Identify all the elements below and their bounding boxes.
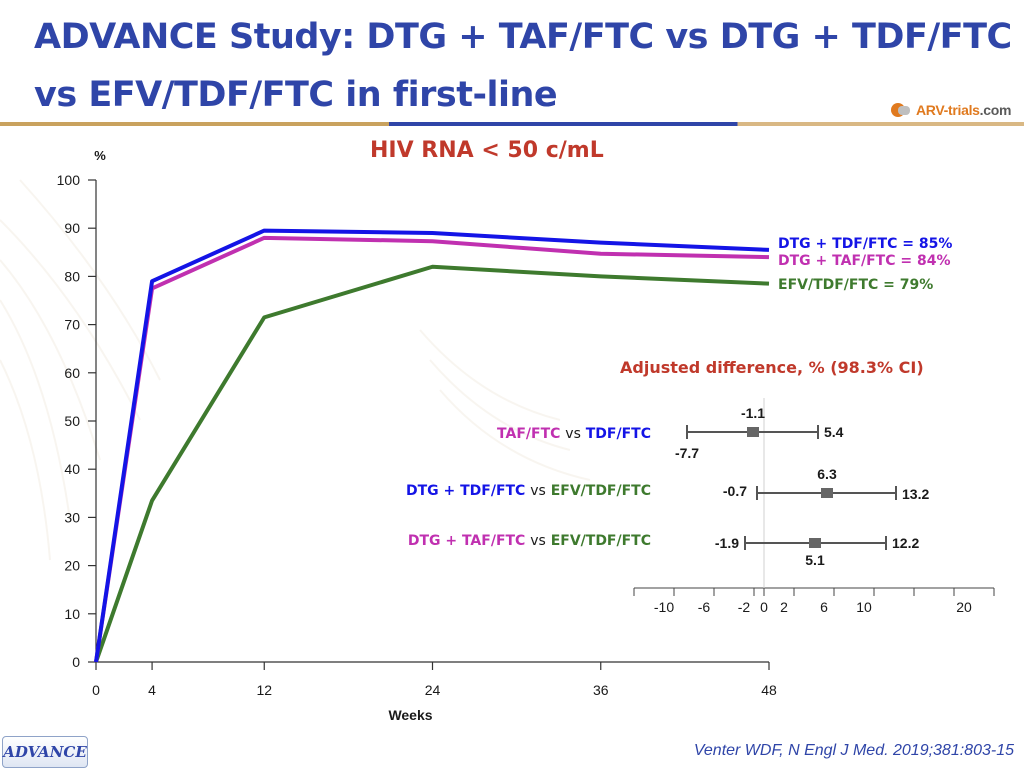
- study-tag: ADVANCE: [2, 736, 88, 768]
- estimate-label: 5.1: [805, 552, 825, 568]
- y-tick-label: 90: [64, 220, 80, 236]
- estimate-label: -1.1: [741, 405, 765, 421]
- end-label-dtg-tdf: DTG + TDF/FTC = 85%: [778, 236, 953, 252]
- forest-tick-label: -2: [738, 599, 751, 615]
- lower-ci-label: -1.9: [715, 535, 739, 551]
- title-line-1: ADVANCE Study: DTG + TAF/FTC vs DTG + TD…: [34, 17, 1012, 57]
- logo-suffix: .com: [979, 102, 1012, 118]
- x-tick-label: 24: [425, 682, 441, 698]
- comparison-3-vs: vs: [530, 533, 546, 549]
- forest-tick-label: 2: [780, 599, 788, 615]
- header-divider: [0, 122, 1024, 126]
- estimate-label: 6.3: [817, 466, 837, 482]
- logo-text: ARV-trials.com: [916, 102, 1011, 118]
- x-axis-label: Weeks: [388, 707, 432, 723]
- comparison-2-a: DTG + TDF/FTC: [405, 483, 526, 499]
- comparison-2-b: EFV/TDF/FTC: [550, 483, 651, 499]
- chart-title: HIV RNA < 50 c/mL: [370, 138, 604, 163]
- comparison-label-3: DTG + TAF/FTC vs EFV/TDF/FTC: [408, 533, 651, 549]
- upper-ci-label: 5.4: [824, 424, 844, 440]
- forest-tick-label: -6: [698, 599, 711, 615]
- lower-ci-label: -7.7: [675, 445, 699, 461]
- forest-tick-label: 6: [820, 599, 828, 615]
- y-axis-label: %: [94, 148, 106, 163]
- forest-tick-label: 20: [956, 599, 972, 615]
- series-line-dtg-tdf-ftc: [94, 228, 770, 663]
- point-estimate: [747, 427, 759, 437]
- series-line-efv-tdf-ftc: [94, 264, 770, 663]
- end-label-efv: EFV/TDF/FTC = 79%: [778, 277, 934, 293]
- y-tick-label: 0: [72, 654, 80, 670]
- arv-trials-logo: ARV-trials.com: [890, 98, 1020, 124]
- y-tick-label: 40: [64, 461, 80, 477]
- y-tick-label: 100: [57, 172, 81, 188]
- lower-ci-label: -0.7: [723, 483, 747, 499]
- comparison-label-1: TAF/FTC vs TDF/FTC: [497, 426, 651, 442]
- y-tick-label: 30: [64, 509, 80, 525]
- comparison-3-b: EFV/TDF/FTC: [550, 533, 651, 549]
- x-tick-label: 36: [593, 682, 609, 698]
- capsule-icon: [891, 103, 910, 117]
- forest-title: Adjusted difference, % (98.3% CI): [620, 358, 924, 377]
- title-line-2: vs EFV/TDF/FTC in first-line: [34, 75, 558, 115]
- y-tick-label: 50: [64, 413, 80, 429]
- y-tick-label: 20: [64, 558, 80, 574]
- comparison-3-a: DTG + TAF/FTC: [407, 533, 526, 549]
- comparison-1-b: TDF/FTC: [585, 426, 651, 442]
- x-tick-label: 48: [761, 682, 777, 698]
- end-label-dtg-taf: DTG + TAF/FTC = 84%: [778, 253, 951, 269]
- comparison-2-vs: vs: [530, 483, 546, 499]
- y-tick-label: 60: [64, 365, 80, 381]
- comparison-label-2: DTG + TDF/FTC vs EFV/TDF/FTC: [406, 483, 651, 499]
- y-tick-label: 10: [64, 606, 80, 622]
- x-tick-label: 0: [92, 682, 100, 698]
- y-tick-label: 70: [64, 317, 80, 333]
- slide-title: ADVANCE Study: DTG + TAF/FTC vs DTG + TD…: [34, 8, 1014, 124]
- citation: Venter WDF, N Engl J Med. 2019;381:803-1…: [693, 742, 1014, 759]
- comparison-1-vs: vs: [565, 426, 581, 442]
- logo-main: ARV-trials: [916, 102, 980, 118]
- upper-ci-label: 12.2: [892, 535, 919, 551]
- y-tick-label: 80: [64, 268, 80, 284]
- forest-tick-label: 10: [856, 599, 872, 615]
- forest-tick-label: -10: [654, 599, 674, 615]
- x-tick-label: 12: [256, 682, 272, 698]
- point-estimate: [821, 488, 833, 498]
- point-estimate: [809, 538, 821, 548]
- upper-ci-label: 13.2: [902, 486, 929, 502]
- comparison-1-a: TAF/FTC: [497, 426, 561, 442]
- x-tick-label: 4: [148, 682, 156, 698]
- forest-tick-label: 0: [760, 599, 768, 615]
